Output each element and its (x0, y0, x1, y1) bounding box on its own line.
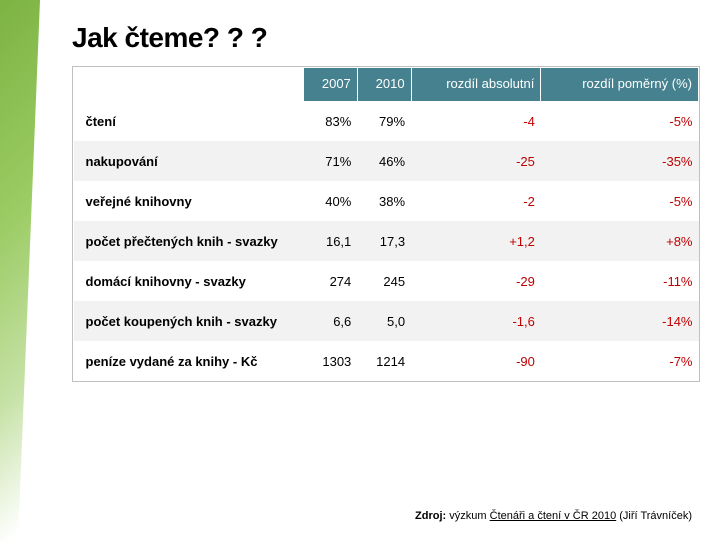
cell-2007: 16,1 (304, 221, 358, 261)
table-row: počet koupených knih - svazky6,65,0-1,6-… (74, 301, 699, 341)
row-label: počet koupených knih - svazky (74, 301, 304, 341)
table-row: počet přečtených knih - svazky16,117,3+1… (74, 221, 699, 261)
table-row: veřejné knihovny40%38%-2-5% (74, 181, 699, 221)
row-label: nakupování (74, 141, 304, 181)
row-label: peníze vydané za knihy - Kč (74, 341, 304, 381)
cell-abs: +1,2 (411, 221, 541, 261)
cell-abs: -1,6 (411, 301, 541, 341)
cell-2007: 274 (304, 261, 358, 301)
cell-2007: 40% (304, 181, 358, 221)
source-after: (Jiří Trávníček) (616, 510, 692, 522)
table-row: domácí knihovny - svazky274245-29-11% (74, 261, 699, 301)
col-header-2010: 2010 (357, 68, 411, 102)
cell-2010: 46% (357, 141, 411, 181)
source-link: Čtenáři a čtení v ČR 2010 (490, 510, 617, 522)
cell-2007: 71% (304, 141, 358, 181)
cell-rel: -5% (541, 101, 699, 141)
cell-abs: -90 (411, 341, 541, 381)
row-label: čtení (74, 101, 304, 141)
cell-rel: -7% (541, 341, 699, 381)
source-citation: Zdroj: výzkum Čtenáři a čtení v ČR 2010 … (415, 510, 692, 522)
table-row: nakupování71%46%-25-35% (74, 141, 699, 181)
page-title: Jak čteme? ? ? (72, 22, 700, 54)
cell-2010: 79% (357, 101, 411, 141)
cell-2010: 245 (357, 261, 411, 301)
cell-rel: -14% (541, 301, 699, 341)
cell-abs: -29 (411, 261, 541, 301)
cell-2007: 6,6 (304, 301, 358, 341)
row-label: veřejné knihovny (74, 181, 304, 221)
cell-rel: +8% (541, 221, 699, 261)
data-table: 2007 2010 rozdíl absolutní rozdíl poměrn… (73, 67, 699, 381)
cell-2007: 83% (304, 101, 358, 141)
col-header-blank (74, 68, 304, 102)
slide-content: Jak čteme? ? ? 2007 2010 rozdíl absolutn… (72, 22, 700, 382)
data-table-container: 2007 2010 rozdíl absolutní rozdíl poměrn… (72, 66, 700, 382)
table-row: peníze vydané za knihy - Kč13031214-90-7… (74, 341, 699, 381)
cell-2010: 5,0 (357, 301, 411, 341)
cell-abs: -25 (411, 141, 541, 181)
row-label: počet přečtených knih - svazky (74, 221, 304, 261)
cell-2007: 1303 (304, 341, 358, 381)
row-label: domácí knihovny - svazky (74, 261, 304, 301)
cell-2010: 38% (357, 181, 411, 221)
source-label: Zdroj: (415, 510, 446, 522)
table-row: čtení83%79%-4-5% (74, 101, 699, 141)
cell-2010: 1214 (357, 341, 411, 381)
source-before: výzkum (446, 510, 489, 522)
cell-abs: -2 (411, 181, 541, 221)
cell-rel: -35% (541, 141, 699, 181)
col-header-2007: 2007 (304, 68, 358, 102)
slide-accent (0, 0, 40, 540)
cell-rel: -5% (541, 181, 699, 221)
cell-abs: -4 (411, 101, 541, 141)
col-header-abs: rozdíl absolutní (411, 68, 541, 102)
cell-2010: 17,3 (357, 221, 411, 261)
cell-rel: -11% (541, 261, 699, 301)
table-header-row: 2007 2010 rozdíl absolutní rozdíl poměrn… (74, 68, 699, 102)
col-header-rel: rozdíl poměrný (%) (541, 68, 699, 102)
